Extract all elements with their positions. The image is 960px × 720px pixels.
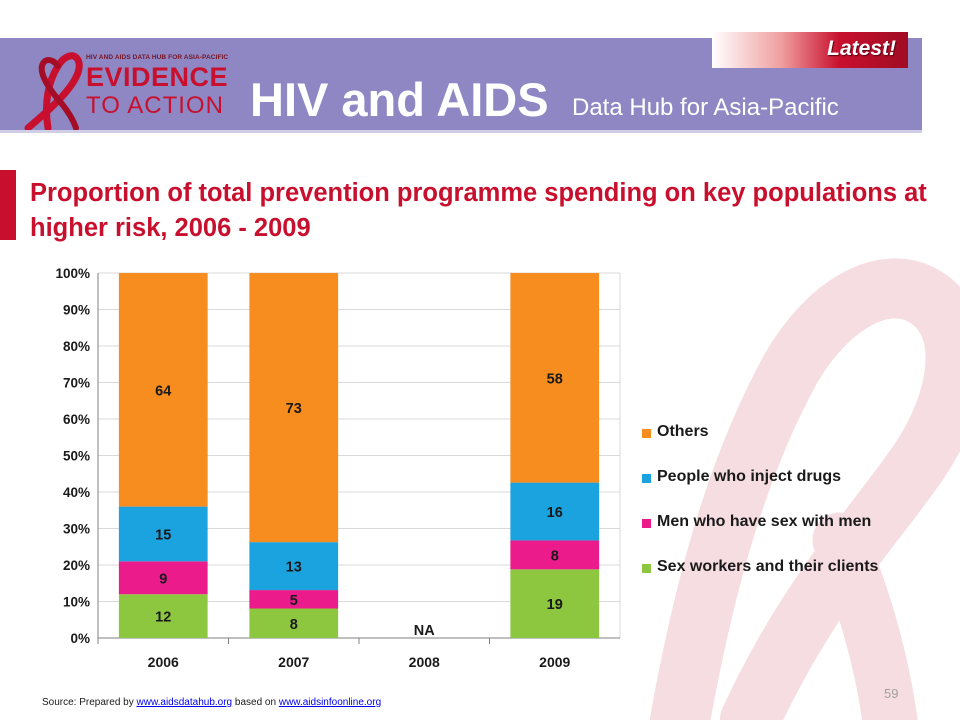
data-label: 15 (155, 527, 171, 543)
bar-segment (510, 569, 600, 638)
site-title: HIV and AIDS (250, 73, 549, 126)
slide-title: Proportion of total prevention programme… (30, 179, 927, 242)
legend-swatch (642, 519, 651, 528)
source-note: Source: Prepared by www.aidsdatahub.org … (42, 697, 381, 708)
missing-data-label: NA (414, 623, 435, 639)
logo-evidence-text: EVIDENCE (86, 62, 229, 92)
source-prefix: Source: Prepared by (42, 697, 137, 708)
bar-segment (249, 590, 339, 609)
y-tick-label: 10% (63, 595, 90, 610)
bar-segment (510, 273, 600, 483)
y-tick-label: 100% (55, 266, 90, 281)
y-tick-label: 90% (63, 303, 90, 318)
legend-swatch (642, 564, 651, 573)
site-subtitle: Data Hub for Asia-Pacific (572, 94, 839, 121)
legend-swatch (642, 474, 651, 483)
bar-segment (118, 506, 208, 562)
data-label: 9 (159, 571, 167, 587)
bar-segment (510, 540, 600, 570)
y-tick-label: 30% (63, 522, 90, 537)
data-label: 64 (155, 383, 171, 399)
bar-segment (510, 482, 600, 541)
header-divider (0, 130, 922, 133)
x-tick-label: 2009 (539, 654, 570, 670)
x-tick-label: 2006 (148, 654, 179, 670)
y-tick-label: 60% (63, 412, 90, 427)
title-accent-bar (0, 170, 16, 240)
bar-segment (118, 594, 208, 638)
data-label: 13 (286, 560, 302, 576)
legend-label: Men who have sex with men (657, 513, 872, 530)
bar-segment (249, 273, 339, 543)
data-label: 19 (547, 597, 563, 613)
data-label: 12 (155, 610, 171, 626)
page-number: 59 (884, 686, 899, 701)
latest-badge-label: Latest! (827, 37, 896, 60)
source-middle: based on (232, 697, 279, 708)
logo-tagline: HIV AND AIDS DATA HUB FOR ASIA-PACIFIC (86, 54, 229, 61)
evidence-to-action-logo[interactable] (18, 44, 258, 130)
red-ribbon-icon (24, 52, 83, 130)
aidsdatahub-link[interactable]: www.aidsdatahub.org (136, 697, 233, 708)
bar-segment (118, 273, 208, 507)
legend-label: Sex workers and their clients (657, 558, 879, 575)
data-label: 73 (286, 401, 302, 417)
data-label: 5 (290, 593, 298, 609)
bar-segment (249, 542, 339, 591)
y-tick-label: 50% (63, 449, 90, 464)
data-label: 58 (547, 371, 563, 387)
ribbon-watermark (650, 258, 960, 720)
bar-segment (249, 608, 339, 638)
x-tick-label: 2008 (409, 654, 440, 670)
aidsinfoonline-link[interactable]: www.aidsinfoonline.org (278, 697, 382, 708)
legend-label: People who inject drugs (657, 468, 842, 485)
legend-label: Others (657, 423, 709, 440)
y-tick-label: 70% (63, 376, 90, 391)
logo-action-text: TO ACTION (86, 92, 224, 119)
y-tick-label: 40% (63, 485, 90, 500)
data-label: 8 (551, 548, 559, 564)
bar-segment (118, 561, 208, 595)
data-label: 8 (290, 617, 298, 633)
latest-badge[interactable]: Latest! (712, 32, 908, 68)
x-tick-label: 2007 (278, 654, 309, 670)
data-label: 16 (547, 505, 563, 521)
y-tick-label: 20% (63, 558, 90, 573)
legend-swatch (642, 429, 651, 438)
y-tick-label: 0% (70, 631, 90, 646)
y-tick-label: 80% (63, 339, 90, 354)
